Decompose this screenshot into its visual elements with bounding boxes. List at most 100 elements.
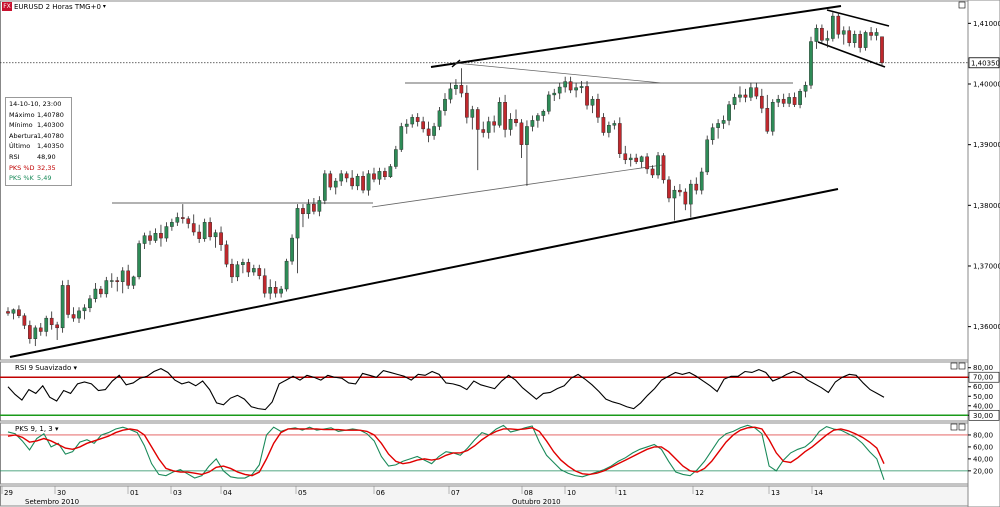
candle-body (852, 34, 857, 43)
peak-marker-line (451, 59, 461, 68)
candle-body (312, 203, 316, 212)
rsi-panel-frame (0, 361, 969, 422)
candle-body (590, 98, 595, 106)
candle-body (393, 149, 398, 167)
candle-body (99, 288, 103, 295)
candle-body (798, 91, 802, 105)
candle-body (596, 98, 600, 118)
candle-body (787, 97, 791, 104)
candle-body (66, 285, 70, 315)
panel-close-button[interactable] (958, 423, 966, 431)
candle-body (634, 157, 639, 162)
candle-body (699, 171, 704, 191)
title-dropdown-icon[interactable]: ▾ (102, 3, 106, 10)
x-day-label: 29 (4, 489, 13, 497)
candle-body (617, 123, 622, 154)
pks-panel-title[interactable]: PKS 9, 1, 3 ▾ (15, 425, 59, 433)
candle-body (301, 208, 305, 215)
candle-body (847, 30, 852, 43)
info-row: Máximo 1,40780 (9, 110, 71, 121)
candle-body (208, 222, 212, 238)
pks-tick-label: 40,00 (973, 455, 993, 463)
info-row: Último 1,40350 (9, 141, 71, 152)
candle-body (17, 309, 21, 316)
candle-body (333, 180, 338, 188)
window-close-button[interactable] (958, 1, 966, 9)
candle-body (317, 200, 322, 212)
candle-body (465, 92, 469, 118)
candle-body (6, 311, 10, 314)
rsi-dropdown-icon[interactable]: ▾ (73, 364, 77, 372)
candle-body (667, 179, 671, 199)
candle-body (486, 121, 491, 133)
title-bar: FX EURUSD 2 Horas TMG+0 ▾ (2, 2, 106, 11)
candle-body (710, 127, 715, 141)
rsi-line (7, 368, 885, 411)
x-day-label: 01 (130, 489, 139, 497)
candle-body (153, 233, 158, 241)
candle-body (355, 176, 360, 187)
candle-body (350, 177, 354, 187)
candle-body (492, 121, 497, 126)
candle-body (623, 153, 628, 161)
rsi-panel-title[interactable]: RSI 9 Suavizado ▾ (15, 364, 77, 372)
candle-body (688, 183, 693, 205)
pks-d-line (7, 426, 885, 477)
candle-body (246, 262, 251, 273)
pks-dropdown-icon[interactable]: ▾ (54, 425, 59, 433)
candle-body (180, 217, 185, 219)
candle-body (525, 126, 529, 145)
candle-body (541, 111, 546, 116)
candle-body (459, 85, 464, 94)
candle-body (645, 156, 649, 170)
x-day-label: 04 (223, 489, 232, 497)
candle-body (366, 173, 371, 191)
panel-maximize-button[interactable] (950, 362, 958, 370)
info-row: PKS %D 32,35 (9, 163, 71, 174)
candle-body (426, 128, 431, 136)
candle-body (628, 157, 633, 161)
candle-body (858, 34, 862, 48)
candle-body (49, 317, 54, 326)
candle-body (339, 173, 344, 182)
x-day-label: 14 (814, 489, 823, 497)
candle-body (284, 260, 289, 290)
candle-body (749, 87, 753, 98)
candle-body (93, 288, 98, 299)
candle-body (77, 310, 81, 319)
candle-body (322, 173, 327, 201)
candle-body (825, 38, 830, 41)
candle-body (159, 233, 163, 239)
candle-body (257, 268, 262, 276)
candle-body (120, 270, 125, 282)
panel-close-button[interactable] (958, 362, 966, 370)
candle-body (404, 123, 409, 127)
candle-body (175, 217, 180, 223)
candle-body (131, 276, 136, 286)
candle-body (262, 275, 267, 294)
panel-maximize-button[interactable] (950, 423, 958, 431)
candle-body (22, 315, 27, 326)
rsi-70-label: 70,00 (973, 374, 993, 382)
pks-tick-label: 20,00 (973, 467, 993, 475)
candle-body (44, 317, 49, 332)
candle-body (55, 324, 60, 329)
x-day-label: 12 (695, 489, 704, 497)
info-date: 14-10-10, 23:00 (9, 100, 62, 108)
candle-body (678, 189, 682, 193)
info-value: 1,40300 (37, 121, 64, 130)
candle-body (241, 262, 245, 265)
candle-body (656, 155, 660, 176)
y-axis-strip (967, 0, 1000, 507)
info-label: PKS %K (9, 174, 34, 183)
x-month-label: Outubro 2010 (512, 498, 561, 506)
info-value: 1,40780 (37, 110, 64, 119)
info-value: 1,40780 (37, 131, 64, 140)
candle-body (60, 285, 65, 329)
info-value: 32,35 (37, 163, 56, 172)
candle-body (137, 243, 141, 278)
info-label: RSI (9, 152, 20, 161)
flag-lower-line (817, 41, 886, 68)
candle-body (219, 232, 223, 245)
candle-body (230, 263, 234, 278)
